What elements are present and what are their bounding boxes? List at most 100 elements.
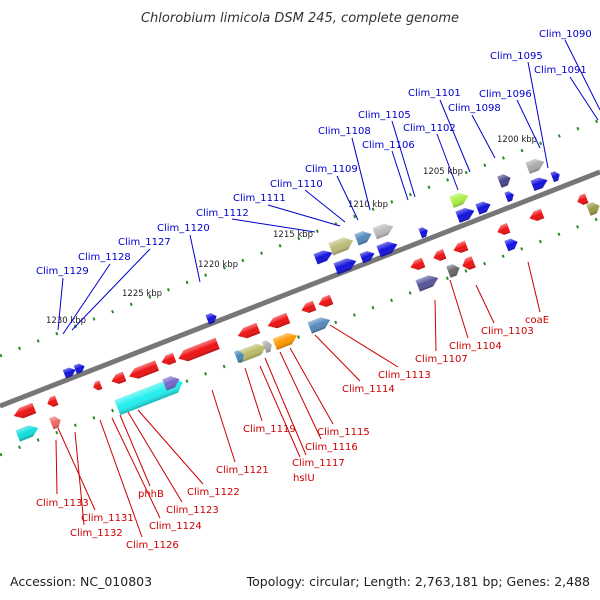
gene-label-clim-1117[interactable]: Clim_1117 bbox=[292, 458, 345, 469]
gene-label-clim-1105[interactable]: Clim_1105 bbox=[358, 110, 411, 121]
leader-line bbox=[449, 279, 469, 339]
gene-label-clim-1128[interactable]: Clim_1128 bbox=[78, 252, 131, 263]
gene-feature[interactable] bbox=[530, 175, 550, 192]
gene-feature[interactable] bbox=[497, 172, 513, 188]
gene-feature[interactable] bbox=[452, 240, 469, 255]
gene-label-clim-1131[interactable]: Clim_1131 bbox=[81, 513, 134, 524]
gene-label-clim-1116[interactable]: Clim_1116 bbox=[305, 442, 358, 453]
gene-arrow-shade bbox=[354, 231, 372, 246]
gene-feature[interactable] bbox=[317, 294, 334, 309]
gene-arrow-shade bbox=[262, 340, 272, 354]
gene-feature[interactable] bbox=[162, 374, 181, 391]
gene-label-clim-1120[interactable]: Clim_1120 bbox=[157, 223, 210, 234]
gene-feature[interactable] bbox=[528, 208, 545, 223]
gene-label-clim-1091[interactable]: Clim_1091 bbox=[534, 65, 587, 76]
leader-line bbox=[516, 99, 541, 149]
gene-feature[interactable] bbox=[504, 190, 515, 203]
gene-feature[interactable] bbox=[372, 221, 396, 240]
gene-feature[interactable] bbox=[205, 312, 219, 325]
leader-line bbox=[137, 409, 204, 485]
leader-line bbox=[391, 120, 416, 198]
gene-label-hslu[interactable]: hslU bbox=[293, 473, 315, 484]
leader-line bbox=[74, 431, 85, 526]
gene-feature[interactable] bbox=[307, 314, 333, 334]
gene-feature[interactable] bbox=[73, 362, 87, 375]
gene-feature[interactable] bbox=[110, 371, 127, 386]
gene-feature[interactable] bbox=[460, 256, 476, 272]
gene-arrow-shade bbox=[455, 208, 475, 223]
gene-label-clim-1109[interactable]: Clim_1109 bbox=[305, 164, 358, 175]
gene-label-clim-1110[interactable]: Clim_1110 bbox=[270, 179, 323, 190]
gene-arrow-shade bbox=[415, 275, 439, 292]
gene-feature[interactable] bbox=[475, 199, 492, 215]
gene-label-clim-1126[interactable]: Clim_1126 bbox=[126, 540, 179, 551]
gene-feature[interactable] bbox=[576, 193, 589, 207]
gene-label-clim-1102[interactable]: Clim_1102 bbox=[403, 123, 456, 134]
gene-label-clim-1090[interactable]: Clim_1090 bbox=[539, 29, 592, 40]
gene-feature[interactable] bbox=[455, 205, 476, 223]
forward-gene-labels: Clim_1090 Clim_1091 Clim_1095 Clim_1096 … bbox=[36, 29, 592, 277]
gene-label-clim-1127[interactable]: Clim_1127 bbox=[118, 237, 171, 248]
gene-feature[interactable] bbox=[446, 262, 462, 278]
gene-feature[interactable] bbox=[12, 402, 37, 421]
gene-label-coae[interactable]: coaE bbox=[525, 315, 549, 326]
gene-label-clim-1108[interactable]: Clim_1108 bbox=[318, 126, 371, 137]
gene-feature[interactable] bbox=[313, 248, 335, 265]
gene-label-clim-1119[interactable]: Clim_1119 bbox=[243, 424, 296, 435]
gene-feature[interactable] bbox=[49, 415, 63, 430]
gene-label-clim-1124[interactable]: Clim_1124 bbox=[149, 521, 202, 532]
gene-label-clim-1096[interactable]: Clim_1096 bbox=[479, 89, 532, 100]
gene-feature[interactable] bbox=[415, 272, 441, 292]
gene-label-clim-1114[interactable]: Clim_1114 bbox=[342, 384, 395, 395]
gene-feature[interactable] bbox=[236, 322, 261, 341]
gene-label-clim-1101[interactable]: Clim_1101 bbox=[408, 88, 461, 99]
gene-label-clim-1103[interactable]: Clim_1103 bbox=[481, 326, 534, 337]
gene-feature[interactable] bbox=[328, 235, 355, 256]
gene-label-clim-1107[interactable]: Clim_1107 bbox=[415, 354, 468, 365]
gene-feature[interactable] bbox=[504, 237, 519, 252]
gene-feature[interactable] bbox=[300, 300, 317, 315]
gene-label-clim-1122[interactable]: Clim_1122 bbox=[187, 487, 240, 498]
gene-feature[interactable] bbox=[550, 170, 561, 183]
gene-label-clim-1123[interactable]: Clim_1123 bbox=[166, 505, 219, 516]
gene-feature[interactable] bbox=[333, 255, 359, 275]
gene-feature[interactable] bbox=[160, 352, 177, 367]
gene-feature[interactable] bbox=[418, 226, 429, 239]
gene-feature[interactable] bbox=[409, 257, 426, 272]
gene-label-clim-1106[interactable]: Clim_1106 bbox=[362, 140, 415, 151]
gene-feature[interactable] bbox=[525, 156, 546, 174]
gene-feature[interactable] bbox=[432, 249, 447, 263]
gene-feature[interactable] bbox=[586, 200, 600, 216]
gene-feature[interactable] bbox=[46, 395, 59, 409]
gene-arrow-shade bbox=[307, 317, 331, 334]
gene-label-clim-1121[interactable]: Clim_1121 bbox=[216, 465, 269, 476]
gene-feature[interactable] bbox=[376, 239, 400, 258]
leader-line bbox=[564, 39, 600, 111]
gene-feature[interactable] bbox=[262, 339, 274, 354]
gene-label-clim-1104[interactable]: Clim_1104 bbox=[449, 341, 502, 352]
gene-feature[interactable] bbox=[235, 341, 268, 364]
gene-feature[interactable] bbox=[496, 223, 511, 237]
gene-feature[interactable] bbox=[266, 312, 291, 331]
gene-feature[interactable] bbox=[234, 349, 246, 364]
gene-feature[interactable] bbox=[272, 330, 300, 350]
gene-feature[interactable] bbox=[92, 380, 103, 391]
gene-label-phhb[interactable]: phhB bbox=[138, 489, 164, 500]
gene-feature[interactable] bbox=[127, 360, 159, 381]
gene-feature[interactable] bbox=[354, 229, 373, 246]
gene-label-clim-1098[interactable]: Clim_1098 bbox=[448, 103, 501, 114]
gene-label-clim-1095[interactable]: Clim_1095 bbox=[490, 51, 543, 62]
gene-feature[interactable] bbox=[176, 337, 220, 364]
gene-label-clim-1111[interactable]: Clim_1111 bbox=[233, 193, 286, 204]
gene-feature[interactable] bbox=[449, 190, 470, 208]
gene-label-clim-1133[interactable]: Clim_1133 bbox=[36, 498, 89, 509]
gene-label-clim-1113[interactable]: Clim_1113 bbox=[378, 370, 431, 381]
gene-label-clim-1129[interactable]: Clim_1129 bbox=[36, 266, 89, 277]
gene-label-clim-1112[interactable]: Clim_1112 bbox=[196, 208, 249, 219]
gene-label-clim-1115[interactable]: Clim_1115 bbox=[317, 427, 370, 438]
leader-line bbox=[189, 234, 201, 283]
gene-feature[interactable] bbox=[359, 249, 377, 264]
gene-feature[interactable] bbox=[15, 422, 41, 442]
gene-feature[interactable] bbox=[62, 366, 77, 379]
gene-label-clim-1132[interactable]: Clim_1132 bbox=[70, 528, 123, 539]
